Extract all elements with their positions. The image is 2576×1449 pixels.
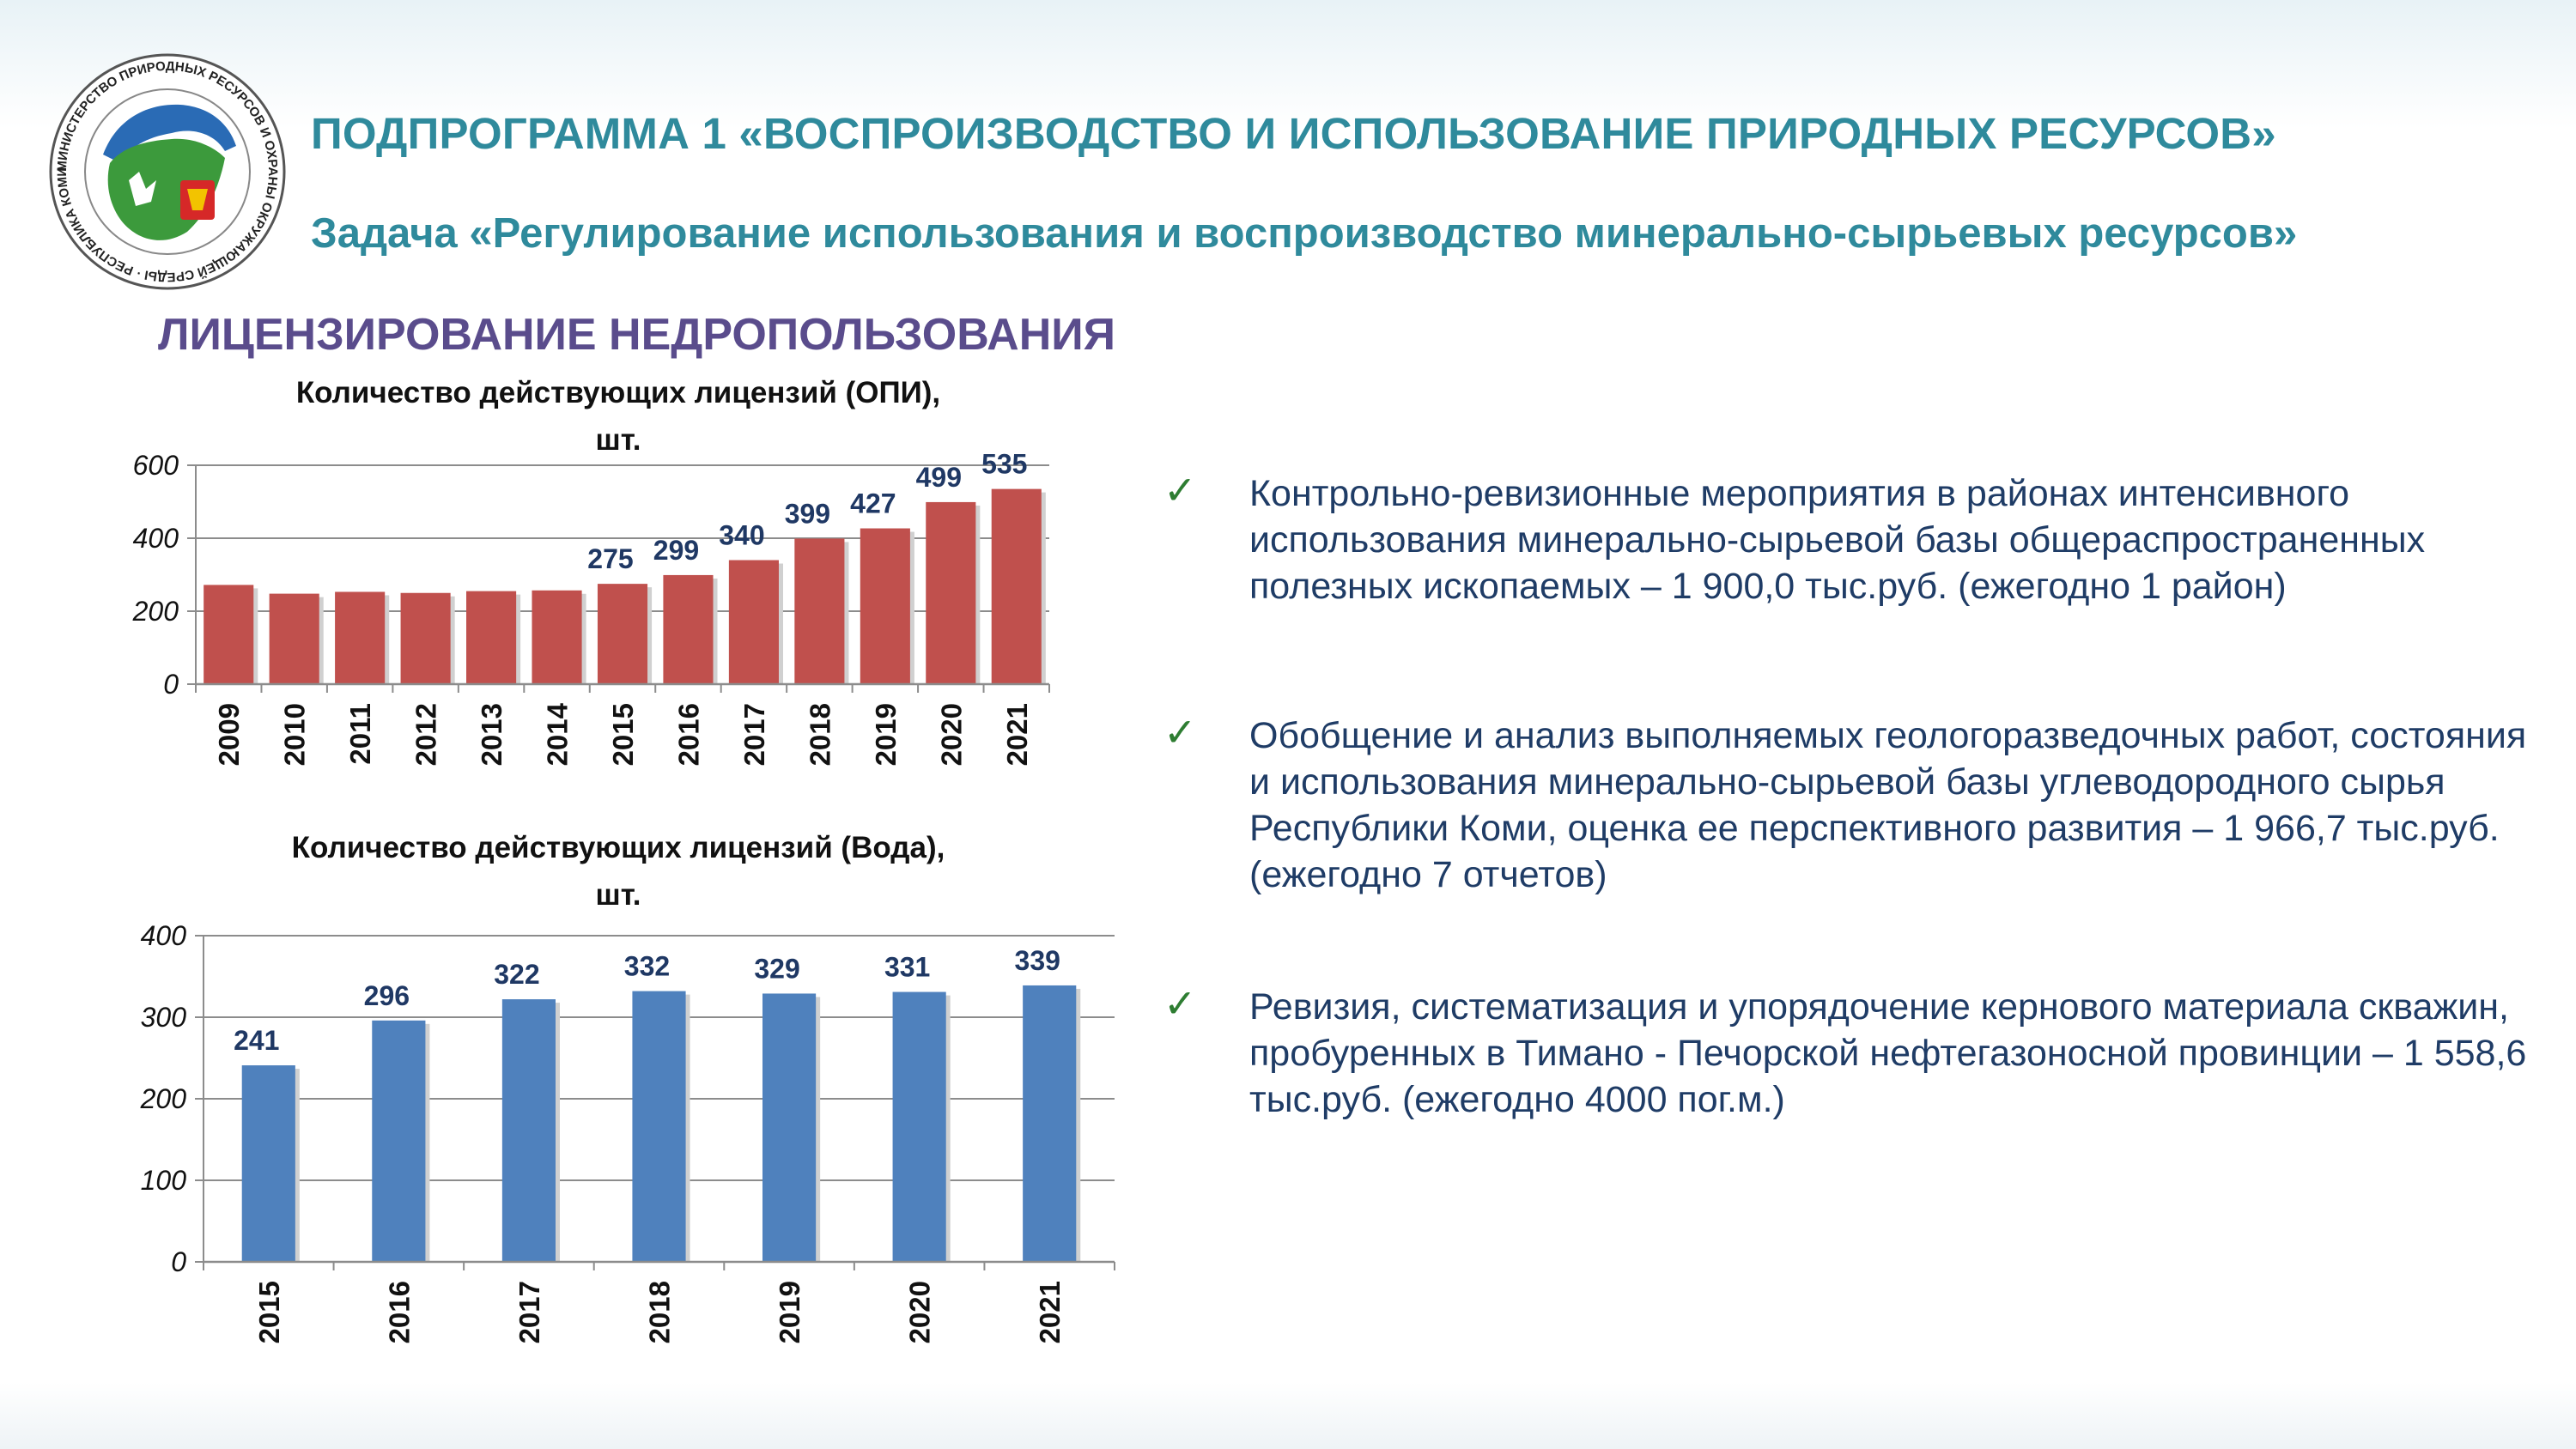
- chart1-xtick-label: 2021: [1001, 703, 1033, 766]
- chart2-data-label: 331: [884, 952, 930, 983]
- chart1-bar-2015: [597, 584, 648, 684]
- chart1-xtick-label: 2020: [935, 703, 967, 766]
- chart1-xtick-label: 2013: [476, 703, 507, 766]
- chart2-bar-2019: [762, 993, 817, 1262]
- bullet-item-3: ✓ Ревизия, систематизация и упорядочение…: [1159, 980, 2533, 1123]
- chart1-bar-2009: [204, 585, 254, 684]
- page-title: ПОДПРОГРАММА 1 «ВОСПРОИЗВОДСТВО И ИСПОЛЬ…: [311, 109, 2276, 158]
- page-subtitle: Задача «Регулирование использования и во…: [311, 210, 2298, 257]
- chart2-xtick-label: 2016: [383, 1281, 415, 1343]
- chart2-bar-2017: [501, 999, 556, 1262]
- chart2-ytick-label: 300: [141, 1002, 187, 1033]
- chart2-title-line2: шт.: [595, 878, 641, 912]
- chart2-data-label: 339: [1015, 945, 1060, 976]
- chart2-bar-2021: [1023, 985, 1077, 1262]
- check-icon: ✓: [1163, 467, 1197, 513]
- chart1-data-label: 340: [719, 520, 764, 551]
- chart1-xtick-label: 2009: [213, 703, 245, 766]
- chart1-bar-2016: [663, 574, 714, 684]
- chart1-xtick-label: 2010: [279, 703, 311, 766]
- chart2-ytick-label: 100: [141, 1165, 187, 1196]
- chart1-bar-2014: [532, 590, 582, 684]
- chart1-xtick-label: 2015: [607, 703, 639, 766]
- chart1-data-label: 299: [653, 535, 699, 566]
- chart2-xtick-label: 2019: [774, 1281, 805, 1343]
- chart1-bar-2021: [991, 488, 1042, 684]
- chart1-bar-2011: [335, 591, 386, 684]
- chart1-bar-2013: [466, 591, 517, 684]
- chart1-bar-2020: [926, 501, 976, 684]
- chart1-bar-2010: [269, 593, 319, 684]
- chart1-bar-2017: [728, 560, 779, 684]
- chart1-xtick-label: 2018: [804, 703, 835, 766]
- chart1-bar-2012: [400, 592, 451, 684]
- chart1-ytick-label: 400: [133, 523, 179, 554]
- chart1-xtick-label: 2011: [344, 703, 376, 765]
- bullet-item-1: ✓ Контрольно-ревизионные мероприятия в р…: [1159, 467, 2533, 609]
- chart2-data-label: 332: [624, 951, 670, 982]
- chart1-title-line1: Количество действующих лицензий (ОПИ),: [295, 376, 941, 409]
- check-icon: ✓: [1163, 709, 1197, 755]
- chart2-data-label: 322: [494, 959, 539, 990]
- chart2-bar-2020: [892, 991, 946, 1262]
- chart1-ytick-label: 0: [163, 669, 179, 700]
- section-title: ЛИЦЕНЗИРОВАНИЕ НЕДРОПОЛЬЗОВАНИЯ: [158, 310, 1116, 360]
- chart1-xtick-label: 2019: [870, 703, 902, 766]
- check-icon: ✓: [1163, 980, 1197, 1027]
- licenses-water-bar-chart: 0 100 200 300 400 241 2015 296 2016 322 2017 332 201…: [140, 920, 1115, 1343]
- komi-map-icon: [103, 104, 236, 163]
- chart1-data-label: 275: [587, 543, 633, 574]
- ministry-logo: МИНИСТЕРСТВО ПРИРОДНЫХ РЕСУРСОВ И ОХРАНЫ…: [43, 52, 286, 290]
- chart2-ytick-label: 200: [140, 1083, 187, 1114]
- chart2-xtick-label: 2020: [904, 1281, 936, 1343]
- bullet-text-3: Ревизия, систематизация и упорядочение к…: [1249, 986, 2527, 1120]
- chart2-bar-2016: [372, 1020, 426, 1262]
- chart1-xtick-label: 2017: [738, 703, 770, 766]
- chart2-xtick-label: 2021: [1034, 1281, 1066, 1343]
- chart2-title: Количество действующих лицензий (Вода), …: [206, 824, 1030, 919]
- chart2-bar-2018: [632, 991, 686, 1262]
- chart1-data-label: 535: [981, 449, 1027, 480]
- chart2-xtick-label: 2018: [644, 1281, 676, 1343]
- bullet-item-2: ✓ Обобщение и анализ выполняемых геолого…: [1159, 709, 2533, 898]
- chart2-xtick-label: 2015: [253, 1281, 285, 1343]
- chart2-ytick-label: 400: [141, 920, 187, 951]
- bullet-text-1: Контрольно-ревизионные мероприятия в рай…: [1249, 473, 2426, 607]
- chart2-xtick-label: 2017: [513, 1281, 545, 1343]
- chart1-xtick-label: 2016: [672, 703, 704, 766]
- chart1-title-line2: шт.: [595, 423, 641, 457]
- chart2-title-line1: Количество действующих лицензий (Вода),: [291, 831, 945, 864]
- chart2-data-label: 329: [754, 953, 799, 984]
- chart1-data-label: 499: [916, 462, 962, 493]
- chart1-data-label: 399: [785, 498, 830, 529]
- chart2-ytick-label: 0: [171, 1246, 186, 1277]
- bullet-text-2: Обобщение и анализ выполняемых геологора…: [1249, 715, 2527, 895]
- chart1-bar-2019: [860, 528, 910, 684]
- chart1-xtick-label: 2012: [410, 703, 442, 766]
- chart2-data-label: 241: [234, 1025, 279, 1056]
- chart1-data-label: 427: [850, 488, 896, 519]
- chart2-bar-2015: [241, 1065, 295, 1262]
- chart1-ytick-label: 600: [133, 450, 179, 481]
- chart2-data-label: 296: [364, 980, 410, 1011]
- chart1-xtick-label: 2014: [542, 702, 574, 766]
- licenses-opi-bar-chart: 0 200 400 600 2009 2010 2011 2012 2013 2014 275 201…: [132, 449, 1050, 766]
- chart1-ytick-label: 200: [132, 596, 179, 627]
- chart1-title: Количество действующих лицензий (ОПИ), ш…: [206, 369, 1030, 464]
- chart1-bar-2018: [794, 538, 845, 684]
